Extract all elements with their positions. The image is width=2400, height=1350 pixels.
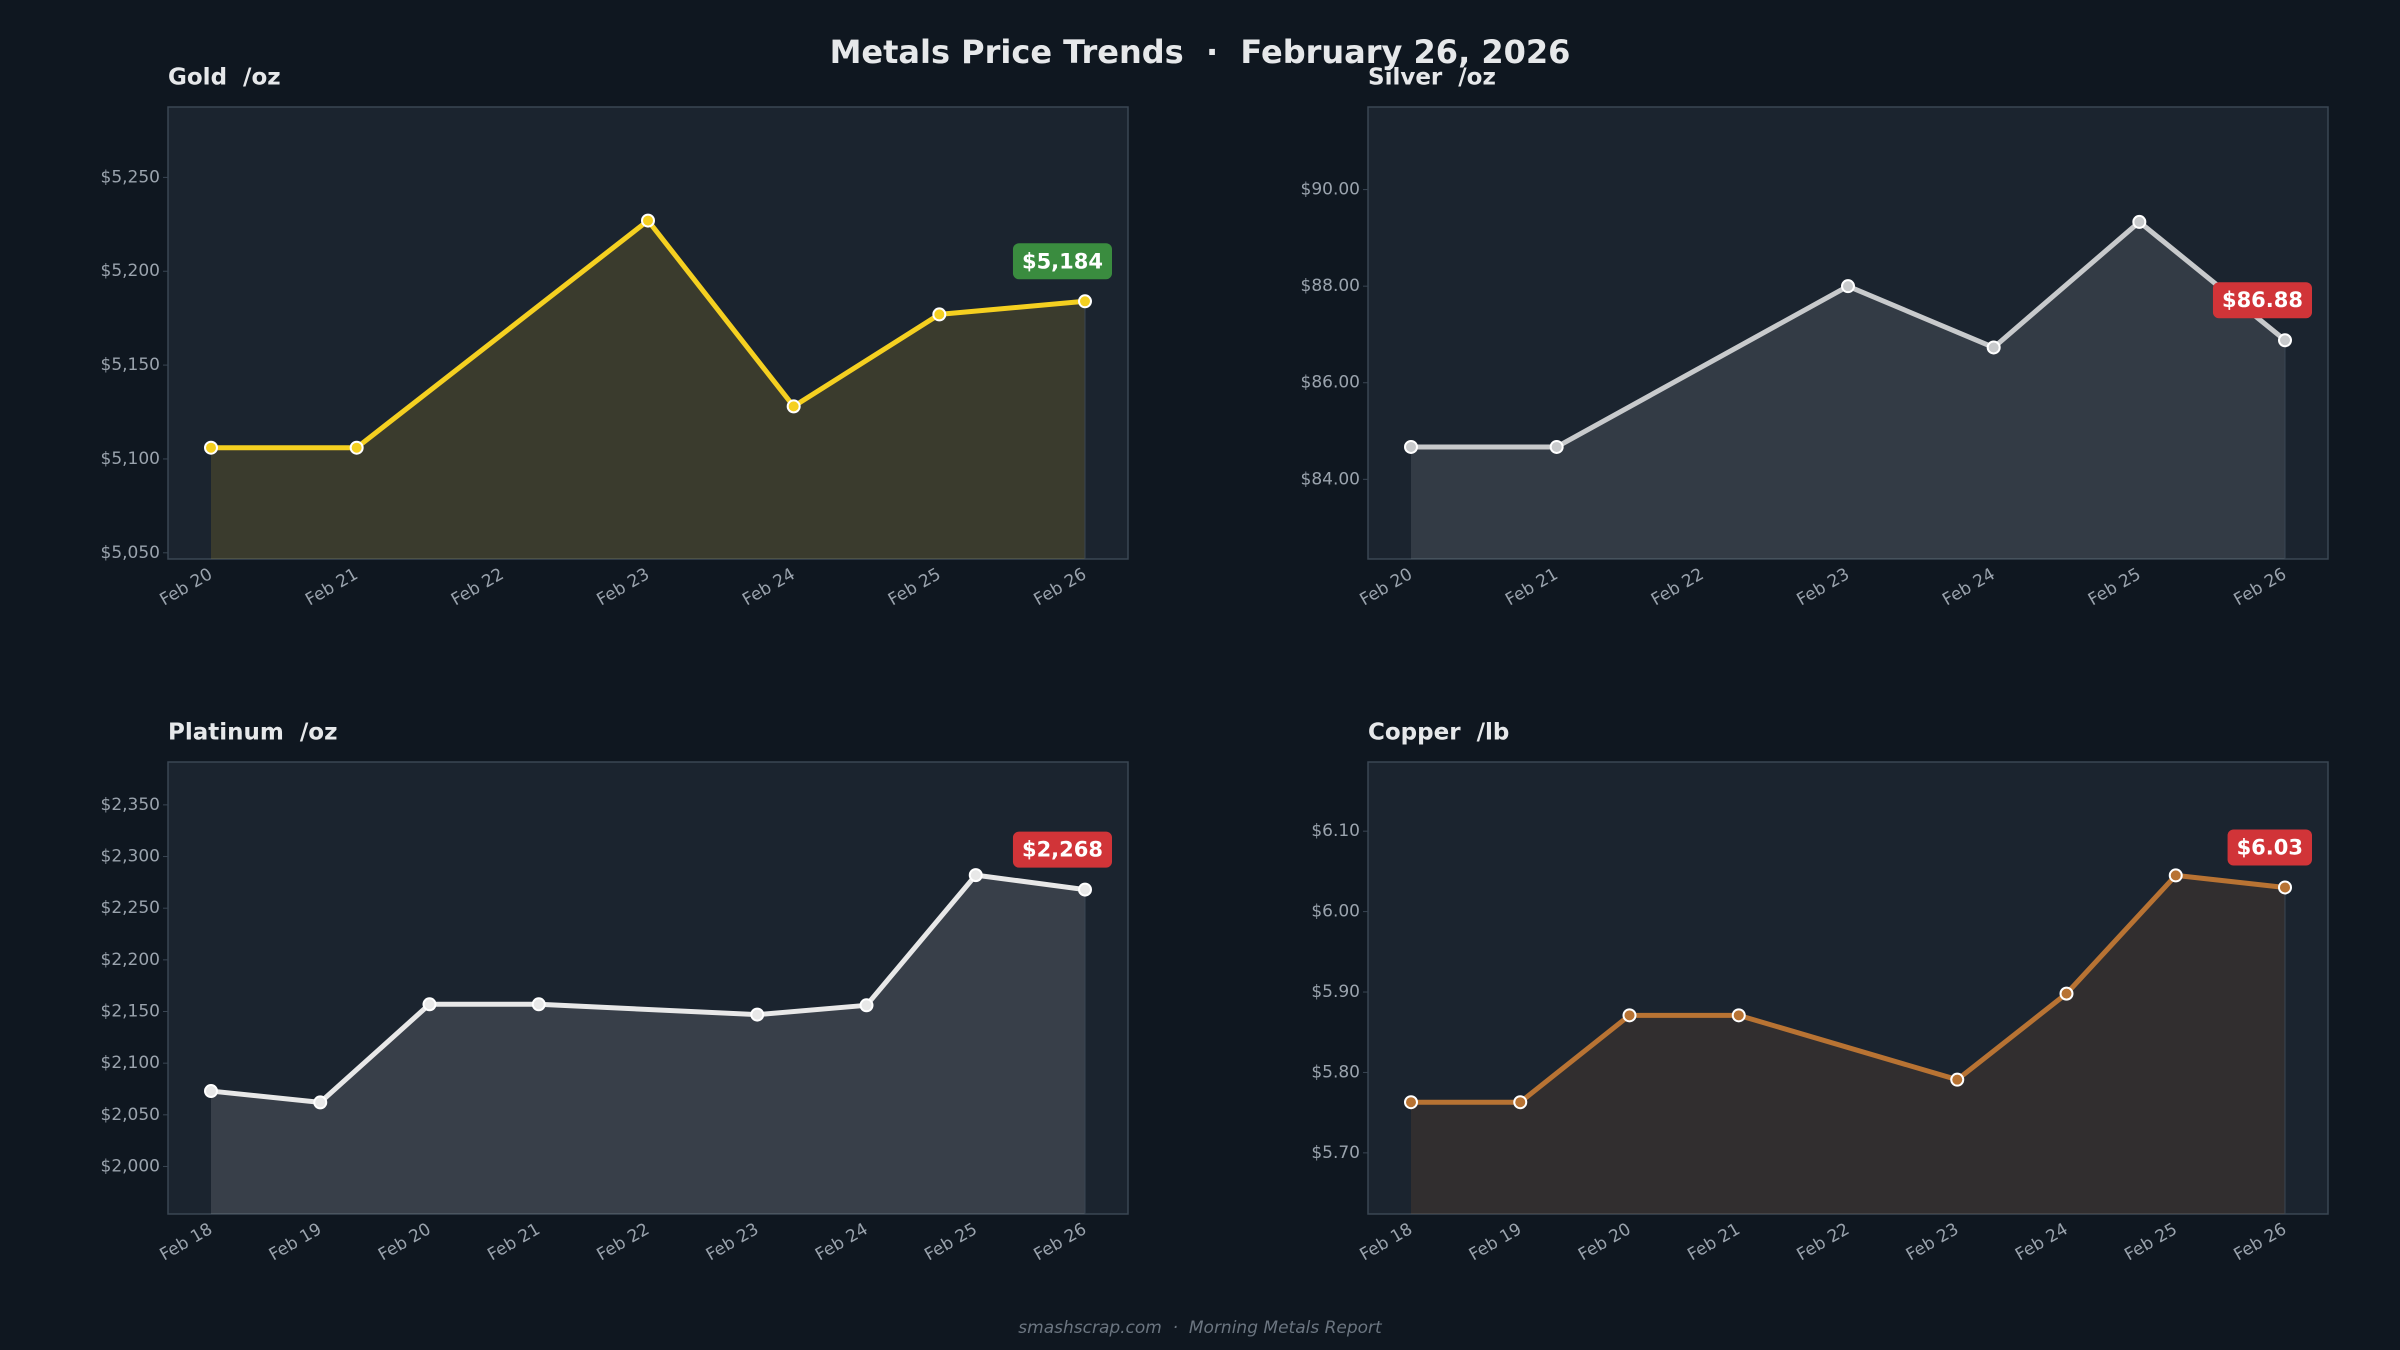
y-tick-label: $6.00 [1311, 902, 1360, 922]
y-tick-label: $5,100 [101, 449, 160, 469]
point [2278, 333, 2292, 348]
point [1078, 294, 1092, 309]
point [2132, 214, 2147, 229]
point [2168, 868, 2183, 883]
point [422, 997, 437, 1012]
badge-box [1012, 831, 1112, 868]
area [211, 220, 1085, 560]
footer: smashscrap.com · Morning Metals Report [1018, 1318, 1383, 1338]
point [786, 399, 801, 414]
chart-title: Copper /lb [1368, 720, 1509, 746]
y-tick-label: $2,350 [101, 795, 160, 815]
y-tick-label: $5.70 [1311, 1143, 1360, 1163]
y-tick-label: $90.00 [1301, 180, 1360, 200]
value-badge: $2,268 [1012, 831, 1112, 868]
line [211, 218, 1086, 451]
line [210, 872, 1086, 1105]
point [531, 997, 546, 1012]
point [2278, 880, 2292, 895]
badge-box [2212, 282, 2312, 319]
value-label: $6.03 [2237, 835, 2303, 859]
point [1549, 439, 1564, 454]
point [750, 1007, 765, 1022]
point [932, 307, 947, 322]
y-tick-label: $2,200 [101, 950, 160, 970]
point [1513, 1095, 1528, 1110]
y-tick-label: $5.80 [1311, 1062, 1360, 1082]
badge-box [2227, 829, 2312, 866]
point [859, 998, 874, 1013]
page-title: Metals Price Trends · February 26, 2026 [830, 33, 1571, 71]
point [1841, 279, 1855, 294]
plot-area [167, 106, 1129, 560]
y-tick-label: $2,250 [101, 898, 160, 918]
point [1622, 1008, 1637, 1023]
y-tick-label: $5,200 [101, 261, 160, 281]
point [968, 868, 983, 883]
point [1404, 1095, 1418, 1110]
y-tick-label: $86.00 [1301, 373, 1360, 393]
point [2059, 986, 2074, 1001]
y-tick-label: $5.90 [1311, 982, 1360, 1002]
area [1411, 221, 2285, 559]
point [313, 1095, 328, 1110]
y-tick-label: $5,250 [101, 167, 160, 187]
plot-area [1367, 761, 2329, 1215]
y-tick-label: $88.00 [1301, 276, 1360, 296]
y-tick-label: $2,300 [101, 847, 160, 867]
value-label: $86.88 [2222, 288, 2303, 312]
plot-area [167, 761, 1129, 1215]
point [204, 1084, 218, 1099]
chart-title: Gold /oz [168, 65, 281, 91]
value-badge: $6.03 [2227, 829, 2312, 866]
area [1411, 875, 2285, 1214]
value-badge: $5,184 [1012, 243, 1112, 280]
y-tick-label: $2,100 [101, 1053, 160, 1073]
badge-box [1012, 243, 1112, 280]
y-tick-label: $2,150 [101, 1002, 160, 1022]
y-tick-label: $5,150 [101, 355, 160, 375]
line [1411, 872, 2286, 1105]
point [1404, 439, 1418, 454]
chart-title: Platinum /oz [168, 720, 337, 746]
y-tick-label: $6.10 [1311, 821, 1360, 841]
y-tick-label: $2,000 [101, 1156, 160, 1176]
y-tick-label: $84.00 [1301, 469, 1360, 489]
value-badge: $86.88 [2212, 282, 2312, 319]
chart-title: Silver /oz [1368, 65, 1496, 91]
point [1078, 882, 1092, 897]
point [641, 213, 655, 228]
point [349, 440, 364, 455]
value-label: $2,268 [1022, 838, 1103, 862]
point [204, 440, 218, 455]
area [211, 875, 1085, 1214]
point [1950, 1072, 1965, 1087]
y-tick-label: $2,050 [101, 1105, 160, 1125]
value-label: $5,184 [1022, 249, 1103, 273]
point [1731, 1008, 1746, 1023]
plot-area [1367, 106, 2329, 560]
line [1411, 219, 2287, 450]
point [1986, 340, 2001, 355]
y-tick-label: $5,050 [101, 543, 160, 563]
